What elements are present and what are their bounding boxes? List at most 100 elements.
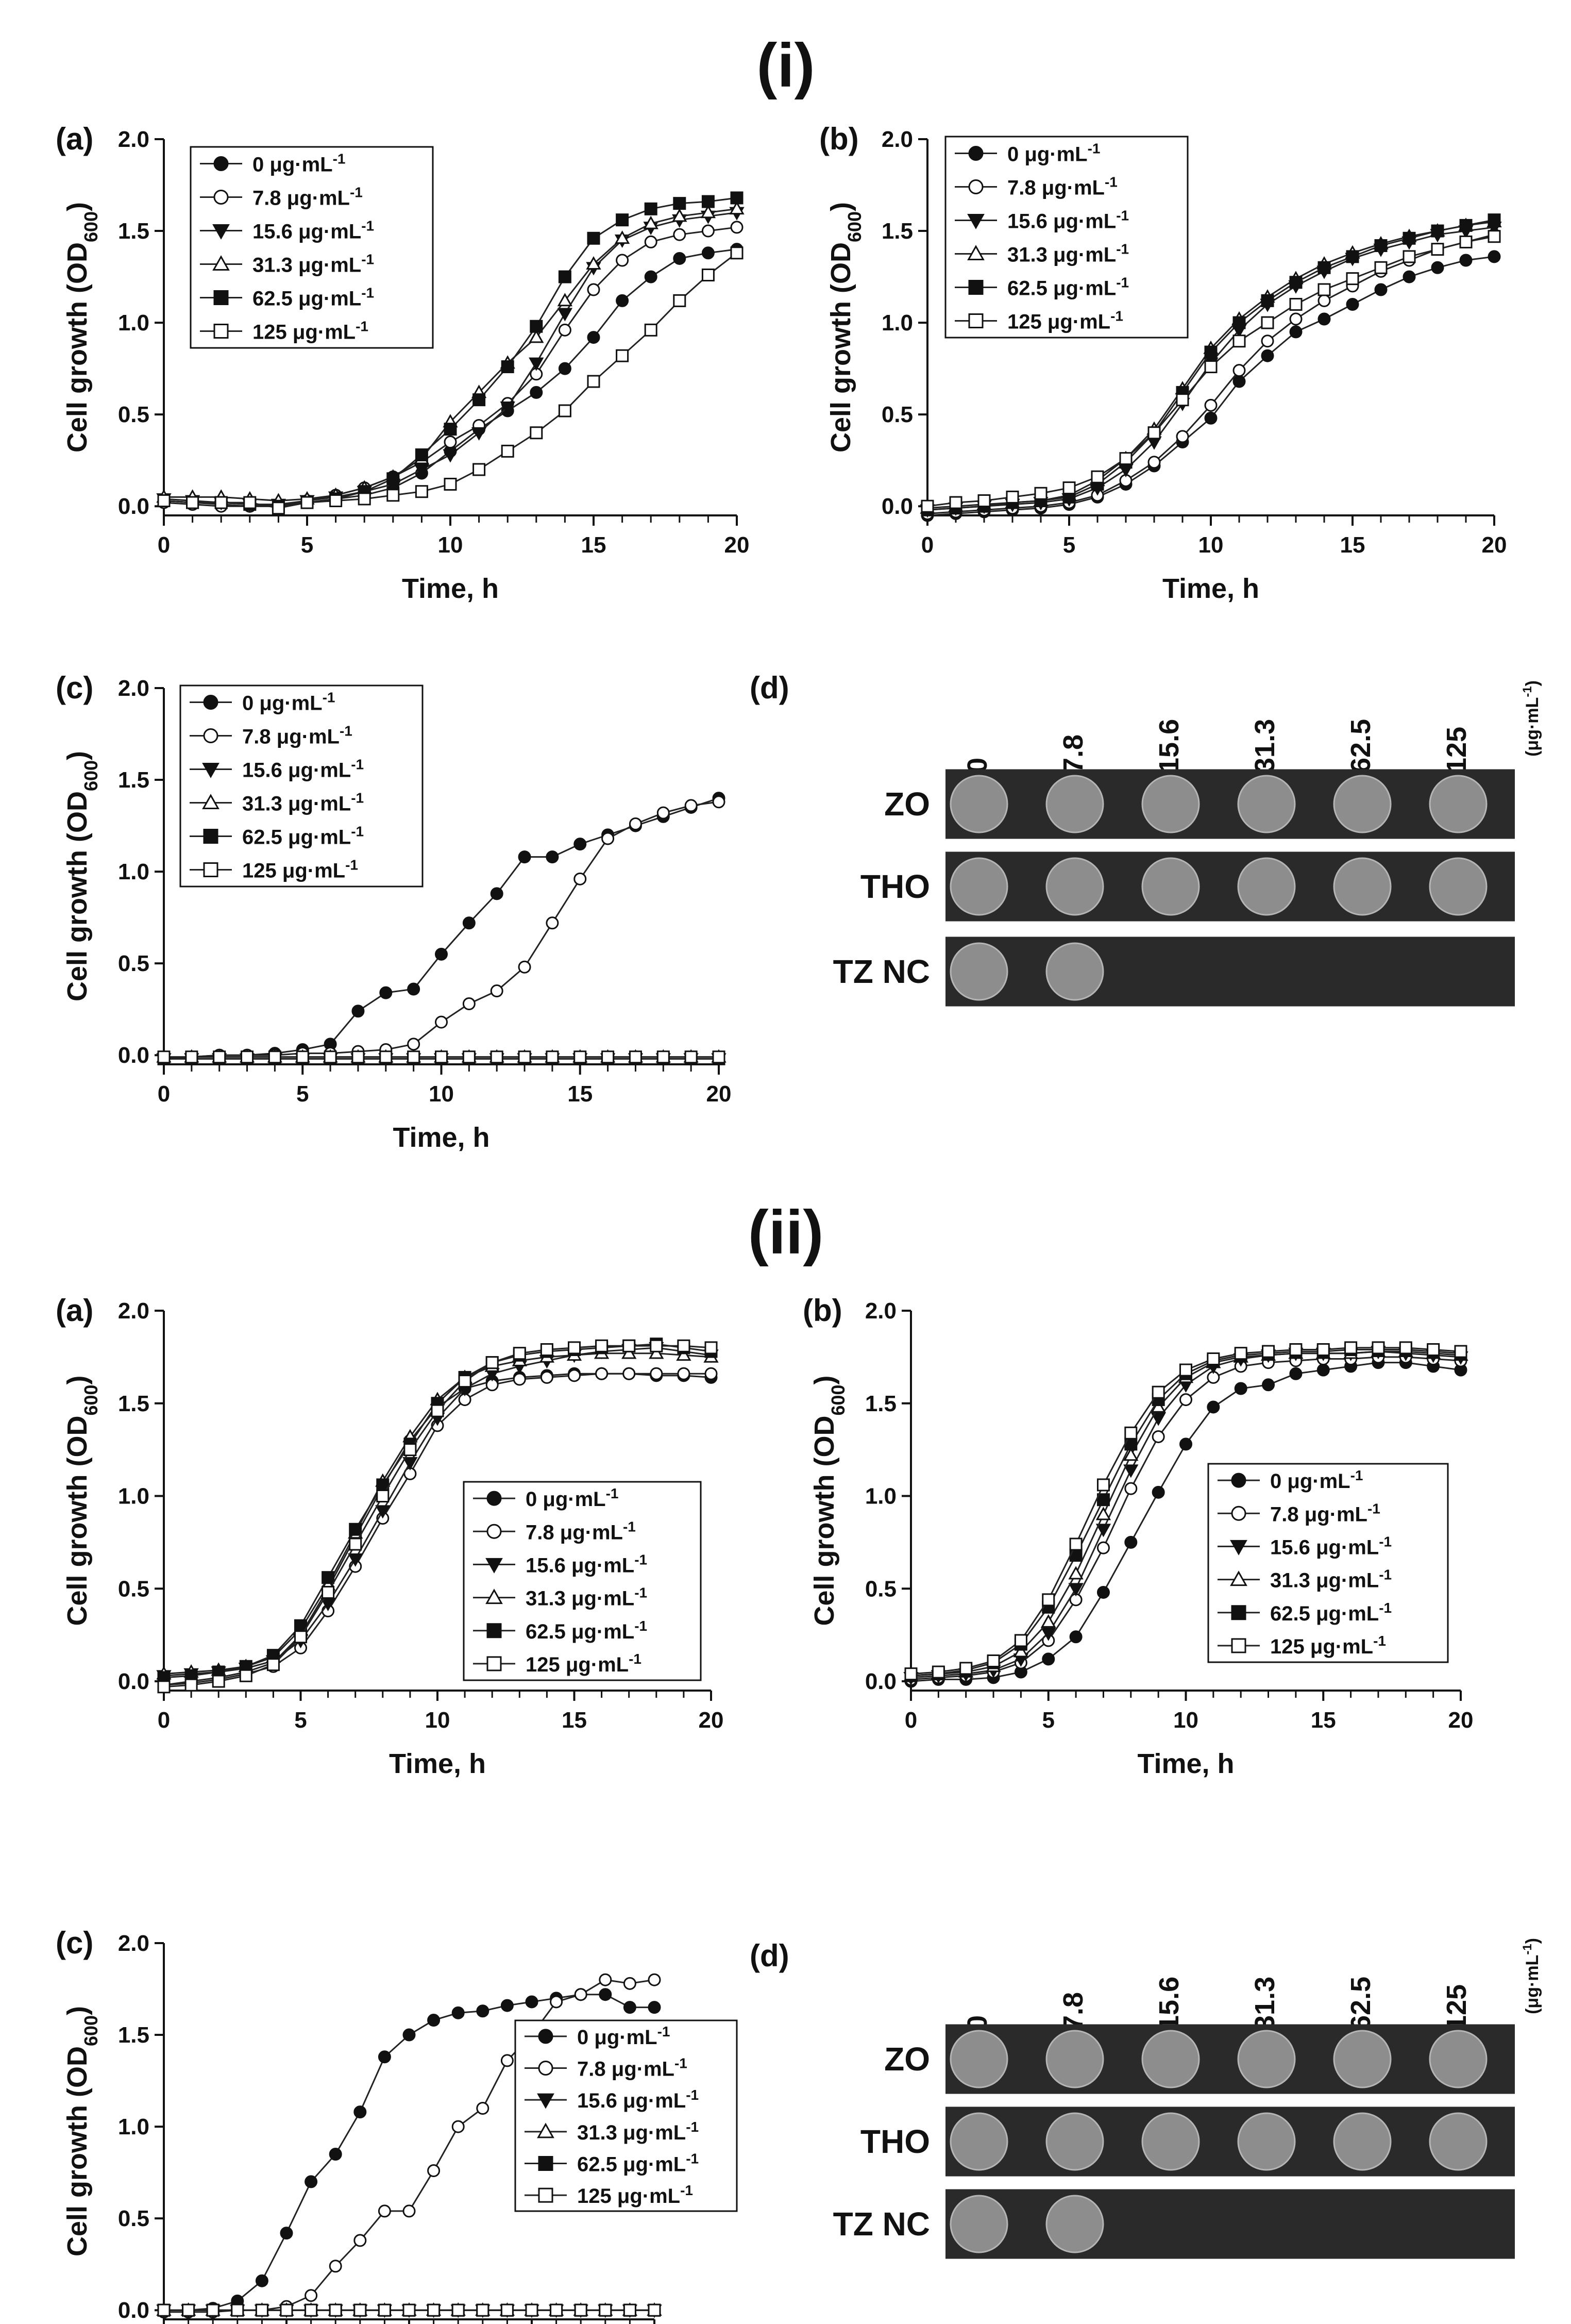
legend-marker (968, 280, 984, 295)
data-point (476, 2004, 489, 2018)
data-point (574, 2303, 587, 2317)
data-point (348, 1553, 363, 1567)
data-point (476, 2101, 489, 2115)
data-point (402, 2204, 416, 2218)
series-5 (157, 1339, 718, 1694)
legend-box (179, 684, 424, 888)
y-tick-label: 2.0 (882, 127, 913, 152)
colony-spot (1045, 857, 1104, 916)
legend-entry: 0 μg·mL-1 (190, 689, 335, 715)
data-point (712, 1050, 725, 1064)
data-point (1454, 1345, 1467, 1358)
y-tick-label: 0.0 (118, 1669, 149, 1694)
legend-label: 62.5 μg·mL-1 (1007, 274, 1129, 300)
legend: 0 μg·mL-1 7.8 μg·mL-1 15.6 μg·mL-1 31.3 μg·… (1207, 1463, 1449, 1663)
legend-label: 7.8 μg·mL-1 (252, 184, 363, 210)
y-tick-label: 2.0 (118, 1298, 149, 1324)
row-label: TZ NC (833, 953, 930, 990)
data-point (1014, 1634, 1027, 1647)
data-point (621, 1345, 637, 1359)
column-label: 125 (1441, 1984, 1472, 2031)
x-tick-label: 0 (905, 1708, 917, 1733)
data-point (1317, 283, 1331, 296)
data-point (427, 2164, 441, 2178)
colony-spot (1141, 2030, 1200, 2088)
y-tick-label: 0.5 (882, 402, 913, 427)
y-tick-label: 0.0 (118, 1043, 149, 1068)
legend-entry: 62.5 μg·mL-1 (200, 285, 374, 310)
data-point (1179, 1393, 1192, 1407)
data-point (1459, 219, 1473, 232)
series-0 (157, 1988, 661, 2317)
data-point (513, 1373, 526, 1386)
data-point (1232, 364, 1246, 377)
data-point (1152, 1385, 1165, 1399)
x-tick-label: 10 (438, 532, 463, 558)
plate-row: ZO (884, 769, 1515, 839)
data-point (186, 496, 199, 509)
data-point (1207, 1352, 1220, 1365)
data-point (701, 269, 715, 282)
x-axis-label: Time, h (393, 1122, 489, 1153)
data-point (490, 984, 503, 998)
unit-label: (μg·mL-1) (1521, 1938, 1543, 2014)
data-point (530, 426, 543, 440)
legend-entry: 7.8 μg·mL-1 (525, 2055, 687, 2081)
legend-entry: 7.8 μg·mL-1 (190, 723, 352, 748)
data-point (1289, 1343, 1303, 1356)
legend-entry: 7.8 μg·mL-1 (1218, 1500, 1380, 1526)
data-point (546, 850, 559, 864)
column-label: 125 (1441, 727, 1472, 773)
data-point (296, 1050, 309, 1064)
data-point (656, 1050, 670, 1064)
data-point (644, 270, 657, 283)
colony-spot (1333, 2112, 1392, 2171)
data-point (656, 806, 670, 820)
section-label-ii: (ii) (748, 1198, 824, 1267)
data-point (305, 2303, 318, 2317)
data-point (704, 1367, 718, 1380)
data-point (358, 492, 371, 506)
data-point (1431, 224, 1444, 238)
data-point (402, 2028, 416, 2042)
data-point (255, 2303, 268, 2317)
x-axis-label: Time, h (402, 573, 499, 604)
data-point (712, 795, 725, 809)
colony-spot (1141, 2112, 1200, 2171)
y-tick-label: 1.0 (118, 1484, 149, 1509)
data-point (1289, 276, 1303, 289)
data-point (1095, 1507, 1111, 1520)
data-point (595, 1367, 609, 1380)
legend-entry: 125 μg·mL-1 (525, 2182, 693, 2208)
unit-label: (μg·mL-1) (1521, 680, 1543, 757)
x-tick-label: 0 (158, 532, 170, 558)
data-point (616, 294, 629, 307)
legend-label: 15.6 μg·mL-1 (526, 1551, 647, 1577)
legend-marker (203, 728, 218, 743)
legend-label: 125 μg·mL-1 (526, 1650, 641, 1676)
data-point (329, 2303, 342, 2317)
legend-marker (1230, 1540, 1247, 1556)
data-point (586, 256, 601, 270)
data-point (700, 205, 716, 219)
data-point (530, 320, 543, 333)
data-point (485, 1356, 499, 1369)
colony-spot (1141, 857, 1200, 916)
data-point (212, 1675, 225, 1688)
data-point (1151, 1399, 1166, 1413)
y-axis-label: Cell growth (OD600) (62, 202, 102, 453)
colony-spot (1237, 2030, 1296, 2088)
data-point (1459, 254, 1473, 267)
data-point (407, 1038, 420, 1051)
legend-marker (486, 1491, 502, 1506)
data-point (677, 1339, 690, 1352)
data-point (1123, 1464, 1139, 1478)
legend-entry: 31.3 μg·mL-1 (955, 241, 1129, 266)
data-point (407, 982, 420, 996)
legend-box (514, 2019, 738, 2212)
data-point (650, 1339, 663, 1352)
legend-marker (213, 324, 229, 339)
data-point (1488, 250, 1501, 263)
data-point (904, 1667, 918, 1681)
y-tick-label: 1.5 (118, 2022, 149, 2048)
